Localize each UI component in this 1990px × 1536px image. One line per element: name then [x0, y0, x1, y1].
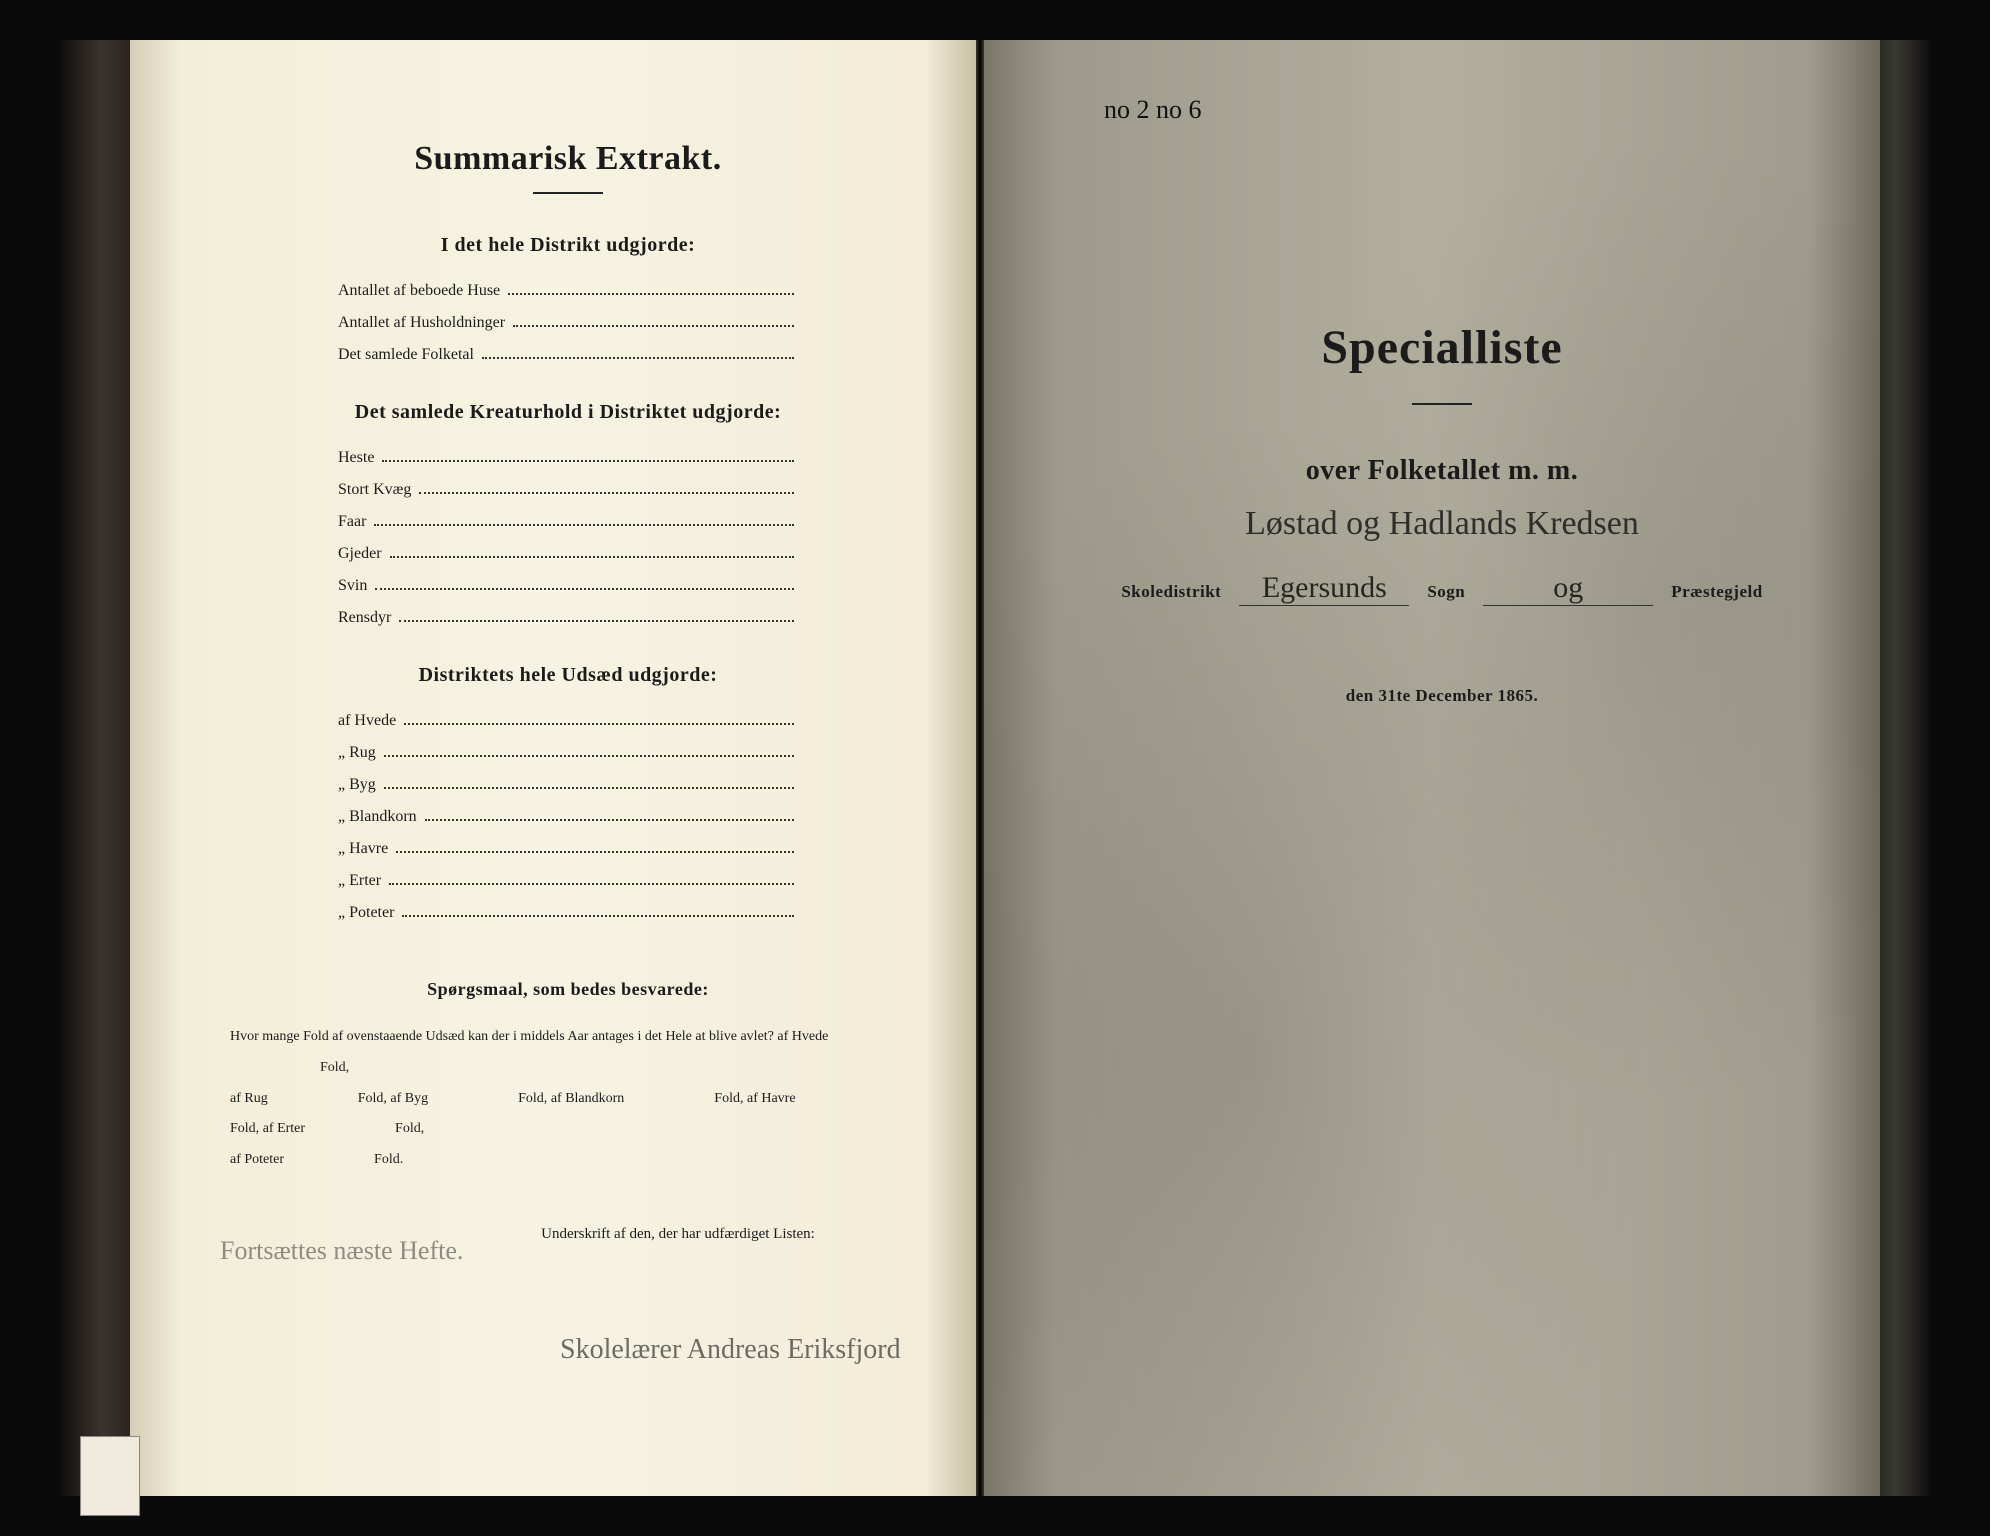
leader-dots	[384, 744, 794, 757]
leader-dots	[375, 577, 794, 590]
q-line1: Hvor mange Fold af ovenstaaende Udsæd ka…	[230, 1029, 828, 1044]
value-sogn: og	[1483, 571, 1653, 606]
list-item: Antallet af beboede Huse	[338, 275, 798, 307]
date-line: den 31te December 1865.	[1094, 686, 1790, 706]
row-label: „ Poteter	[338, 897, 394, 929]
leader-dots	[374, 513, 794, 526]
leader-dots	[513, 314, 794, 327]
form-line: Skoledistrikt Egersunds Sogn og Præstegj…	[1094, 571, 1790, 606]
left-binding	[60, 40, 130, 1496]
q-af-havre: af Havre	[747, 1091, 796, 1106]
row-label: Stort Kvæg	[338, 474, 411, 506]
right-title: Specialliste	[1094, 320, 1790, 375]
section2-list: Heste Stort Kvæg Faar Gjeder Svin Rensdy…	[338, 442, 798, 634]
leader-dots	[404, 712, 794, 725]
list-item: „ Blandkorn	[338, 801, 798, 833]
list-item: Heste	[338, 442, 798, 474]
leader-dots	[425, 808, 794, 821]
q-af-byg: af Byg	[390, 1091, 428, 1106]
q-fold: Fold,	[395, 1121, 424, 1136]
list-item: Det samlede Folketal	[338, 339, 798, 371]
archive-thumb-tab	[80, 1436, 140, 1516]
list-item: Antallet af Husholdninger	[338, 307, 798, 339]
row-label: „ Havre	[338, 833, 388, 865]
q-af-rug: af Rug	[230, 1091, 268, 1106]
row-label: af Hvede	[338, 705, 396, 737]
row-label: Gjeder	[338, 538, 382, 570]
list-item: Faar	[338, 506, 798, 538]
q-af-poteter: af Poteter	[230, 1152, 284, 1167]
left-title: Summarisk Extrakt.	[220, 140, 916, 178]
right-title-rule	[1412, 403, 1472, 405]
section3-heading: Distriktets hele Udsæd udgjorde:	[220, 664, 916, 687]
section2-heading: Det samlede Kreaturhold i Distriktet udg…	[220, 401, 916, 424]
district-handwritten: Løstad og Hadlands Kredsen	[1094, 505, 1790, 543]
q-af-erter: af Erter	[263, 1121, 305, 1136]
row-label: Faar	[338, 506, 366, 538]
list-item: Rensdyr	[338, 602, 798, 634]
row-label: Rensdyr	[338, 602, 391, 634]
label-praestegjeld: Præstegjeld	[1671, 582, 1762, 602]
list-item: Gjeder	[338, 538, 798, 570]
right-page: no 2 no 6 Specialliste over Folketallet …	[984, 40, 1880, 1496]
leader-dots	[508, 282, 794, 295]
row-label: „ Byg	[338, 769, 376, 801]
section1-heading: I det hele Distrikt udgjorde:	[220, 234, 916, 257]
section1-list: Antallet af beboede Huse Antallet af Hus…	[338, 275, 798, 371]
row-label: Antallet af Husholdninger	[338, 307, 505, 339]
row-label: „ Blandkorn	[338, 801, 417, 833]
q-fold: Fold,	[320, 1060, 349, 1075]
leader-dots	[396, 840, 794, 853]
questions-body: Hvor mange Fold af ovenstaaende Udsæd ka…	[220, 1022, 916, 1176]
list-item: „ Poteter	[338, 897, 798, 929]
row-label: Antallet af beboede Huse	[338, 275, 500, 307]
list-item: „ Byg	[338, 769, 798, 801]
pencil-note: Fortsættes næste Hefte.	[220, 1236, 463, 1266]
leader-dots	[390, 545, 794, 558]
q-fold: Fold,	[518, 1091, 547, 1106]
list-item: af Hvede	[338, 705, 798, 737]
right-binding	[1880, 40, 1930, 1496]
label-sogn: Sogn	[1427, 582, 1465, 602]
right-subtitle: over Folketallet m. m.	[1094, 455, 1790, 487]
row-label: „ Erter	[338, 865, 381, 897]
center-gutter	[976, 40, 984, 1496]
q-fold: Fold,	[358, 1091, 387, 1106]
leader-dots	[419, 481, 794, 494]
leader-dots	[482, 346, 794, 359]
q-fold-end: Fold.	[374, 1152, 403, 1167]
list-item: „ Rug	[338, 737, 798, 769]
label-skoledistrikt: Skoledistrikt	[1121, 582, 1221, 602]
row-label: Heste	[338, 442, 374, 474]
leader-dots	[382, 449, 794, 462]
signature: Skolelærer Andreas Eriksfjord	[560, 1334, 901, 1366]
value-skoledistrikt: Egersunds	[1239, 571, 1409, 606]
book-spread: Summarisk Extrakt. I det hele Distrikt u…	[60, 40, 1930, 1496]
top-handwritten-mark: no 2 no 6	[1104, 95, 1202, 125]
list-item: „ Erter	[338, 865, 798, 897]
row-label: Svin	[338, 570, 367, 602]
list-item: Svin	[338, 570, 798, 602]
leader-dots	[384, 776, 794, 789]
leader-dots	[402, 904, 794, 917]
leader-dots	[399, 609, 794, 622]
q-fold: Fold,	[714, 1091, 743, 1106]
leader-dots	[389, 872, 794, 885]
row-label: Det samlede Folketal	[338, 339, 474, 371]
section3-list: af Hvede „ Rug „ Byg „ Blandkorn „ Havre…	[338, 705, 798, 929]
q-fold: Fold,	[230, 1121, 259, 1136]
list-item: Stort Kvæg	[338, 474, 798, 506]
questions-heading: Spørgsmaal, som bedes besvarede:	[220, 979, 916, 1000]
left-page: Summarisk Extrakt. I det hele Distrikt u…	[130, 40, 976, 1496]
list-item: „ Havre	[338, 833, 798, 865]
district-value: Løstad og Hadlands Kredsen	[1245, 505, 1639, 542]
title-rule	[533, 192, 603, 194]
q-af-blandkorn: af Blandkorn	[551, 1091, 624, 1106]
row-label: „ Rug	[338, 737, 376, 769]
